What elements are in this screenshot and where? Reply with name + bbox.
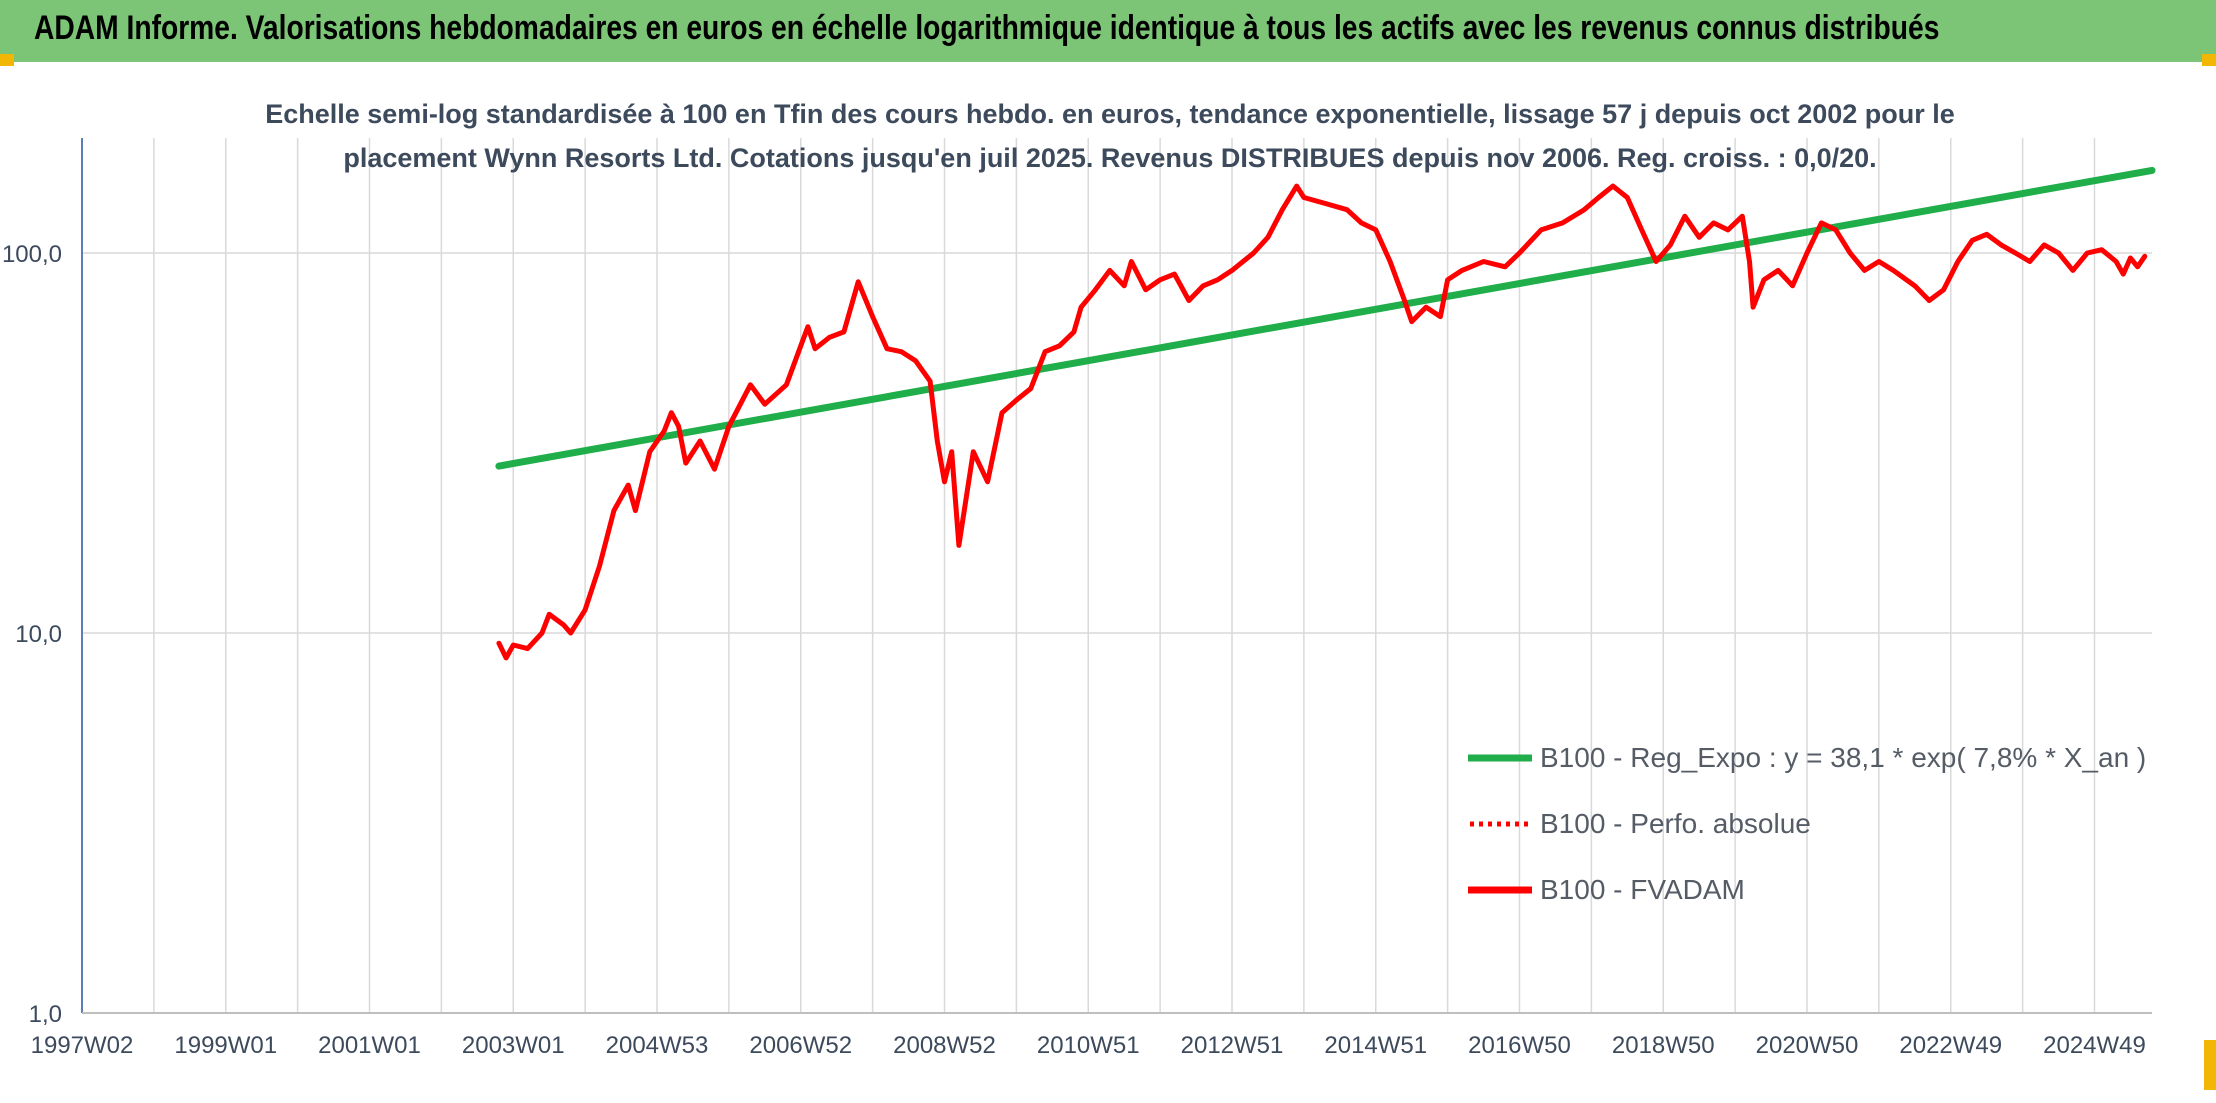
x-tick-label: 2012W51: [1181, 1032, 1284, 1059]
x-tick-labels: 1997W02 1999W01 2001W01 2003W01 2004W53 2006W…: [31, 1032, 2146, 1059]
x-tick-label: 2008W52: [893, 1032, 996, 1059]
legend-swatch-regression: [1468, 754, 1532, 762]
series-line-fvadam: [496, 183, 2148, 661]
report-title: ADAM Informe. Valorisations hebdomadaire…: [34, 9, 1940, 47]
x-tick-label: 2006W52: [749, 1032, 852, 1059]
x-gridlines: [81, 138, 2096, 1013]
series-layer: [495, 166, 2156, 661]
x-tick-label: 2010W51: [1037, 1032, 1140, 1059]
x-tick-label: 2016W50: [1468, 1032, 1571, 1059]
y-gridlines: [82, 252, 2152, 634]
x-tick-label: 2022W49: [1899, 1032, 2002, 1059]
x-tick-label: 2001W01: [318, 1032, 421, 1059]
chart-title-line-1: Echelle semi-log standardisée à 100 en T…: [265, 99, 1955, 129]
series-line-regression: [495, 166, 2156, 470]
y-tick-label: 100,0: [2, 241, 62, 268]
corner-accent-top-left: [0, 54, 14, 66]
x-tick-label: 2024W49: [2043, 1032, 2146, 1059]
x-tick-label: 1997W02: [31, 1032, 134, 1059]
legend-swatch-perfo-absolue: [1470, 821, 1530, 827]
y-tick-labels: 1,0 10,0 100,0: [2, 241, 62, 1028]
x-tick-label: 2014W51: [1324, 1032, 1427, 1059]
y-tick-label: 1,0: [29, 1001, 62, 1028]
x-tick-label: 2004W53: [606, 1032, 709, 1059]
legend-swatch-fvadam: [1468, 886, 1532, 894]
legend-label-regression: B100 - Reg_Expo : y = 38,1 * exp( 7,8% *…: [1540, 742, 2147, 773]
corner-accent-top-right: [2202, 54, 2216, 66]
y-tick-label: 10,0: [15, 621, 62, 648]
corner-accent-bottom-right: [2204, 1040, 2216, 1090]
x-tick-label: 2020W50: [1756, 1032, 1859, 1059]
legend-label-fvadam: B100 - FVADAM: [1540, 874, 1745, 905]
x-tick-label: 2018W50: [1612, 1032, 1715, 1059]
chart-title-line-2: placement Wynn Resorts Ltd. Cotations ju…: [343, 143, 1877, 173]
report-header: ADAM Informe. Valorisations hebdomadaire…: [0, 0, 2216, 62]
x-tick-label: 1999W01: [174, 1032, 277, 1059]
chart-title: Echelle semi-log standardisée à 100 en T…: [235, 92, 1985, 180]
x-tick-label: 2003W01: [462, 1032, 565, 1059]
chart-area: 1,0 10,0 100,0 1997W02 1999W01 2001W01 2003W0…: [2, 138, 2156, 1059]
legend-label-perfo-absolue: B100 - Perfo. absolue: [1540, 808, 1811, 839]
